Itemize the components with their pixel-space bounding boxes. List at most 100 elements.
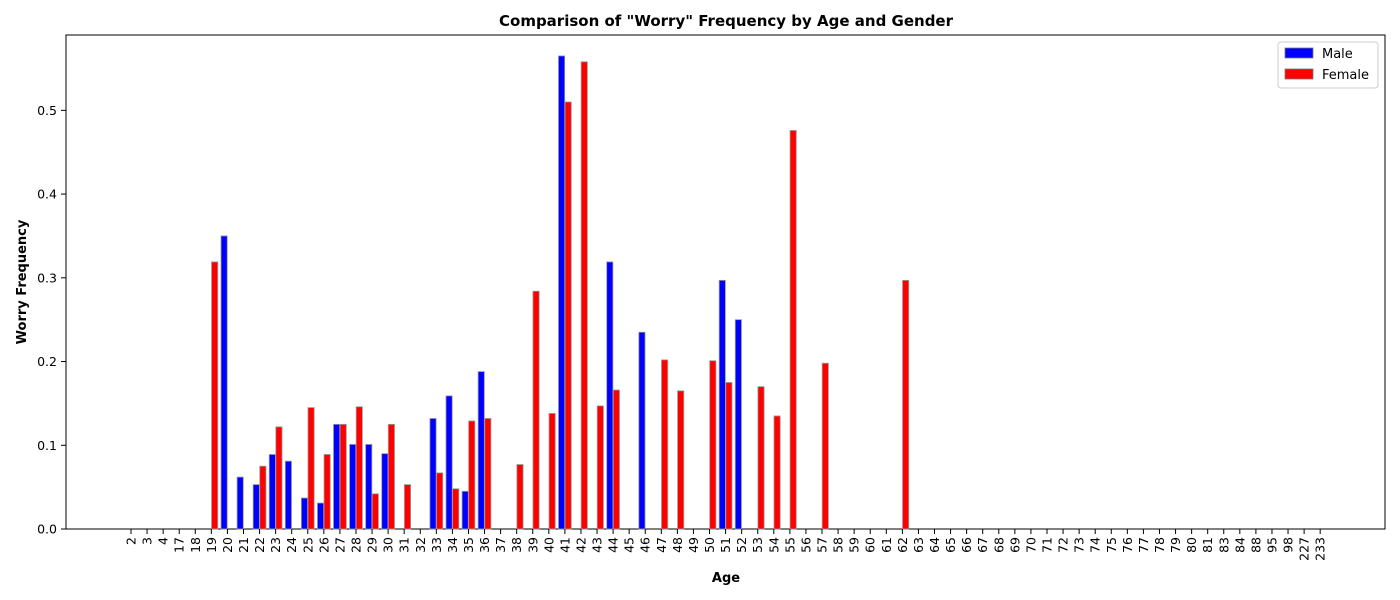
x-tick-label: 61 — [879, 537, 894, 553]
x-tick-label: 42 — [573, 537, 588, 553]
x-tick-label: 72 — [1056, 537, 1071, 553]
x-tick-label: 98 — [1281, 537, 1296, 553]
x-tick-label: 41 — [557, 537, 572, 553]
legend: Male Female — [1277, 41, 1379, 89]
x-tick-label: 35 — [461, 537, 476, 553]
x-tick-label: 26 — [316, 537, 331, 553]
x-tick-label: 64 — [927, 537, 942, 553]
bar-male-age-26 — [317, 502, 325, 530]
bar-female-age-36 — [484, 418, 492, 530]
bar-male-age-34 — [445, 395, 453, 530]
bar-female-age-42 — [580, 61, 588, 530]
x-tick-label: 51 — [718, 537, 733, 553]
bar-male-age-52 — [734, 319, 742, 530]
bar-male-age-25 — [300, 497, 308, 530]
x-tick-label: 21 — [236, 537, 251, 553]
x-tick-label: 80 — [1184, 537, 1199, 553]
bar-male-age-29 — [365, 444, 373, 530]
x-tick-label: 18 — [188, 537, 203, 553]
legend-swatch-female — [1284, 68, 1314, 80]
bar-female-age-50 — [709, 360, 717, 530]
x-tick-label: 65 — [943, 537, 958, 553]
bar-female-age-31 — [403, 484, 411, 530]
bar-male-age-35 — [461, 490, 469, 530]
y-tick-label: 0.0 — [37, 522, 57, 537]
x-tick-label: 59 — [847, 537, 862, 553]
bar-male-age-24 — [284, 460, 292, 530]
bar-male-age-27 — [333, 423, 341, 530]
bar-female-age-54 — [773, 415, 781, 530]
bar-female-age-22 — [259, 465, 267, 530]
x-tick-label: 46 — [638, 537, 653, 553]
x-tick-label: 67 — [975, 537, 990, 553]
bar-female-age-55 — [789, 130, 797, 530]
x-tick-label: 88 — [1248, 537, 1263, 553]
x-tick-label: 63 — [911, 537, 926, 553]
bar-male-age-22 — [252, 484, 260, 530]
bar-female-age-34 — [452, 488, 460, 530]
x-tick-label: 19 — [204, 537, 219, 553]
bar-female-age-38 — [516, 464, 524, 530]
bar-male-age-20 — [220, 235, 228, 530]
x-tick-label: 30 — [381, 537, 396, 553]
x-axis-label: Age — [712, 571, 740, 586]
bar-male-age-46 — [638, 331, 646, 530]
x-tick-label: 71 — [1039, 537, 1054, 553]
bar-female-age-53 — [757, 386, 765, 530]
bar-female-age-35 — [468, 420, 476, 530]
x-tick-label: 50 — [702, 537, 717, 553]
x-tick-label: 17 — [172, 537, 187, 553]
x-tick-label: 76 — [1120, 537, 1135, 553]
x-tick-label: 49 — [686, 537, 701, 553]
x-tick-label: 62 — [895, 537, 910, 553]
y-tick-label: 0.4 — [37, 187, 57, 202]
x-tick-label: 40 — [541, 537, 556, 553]
x-tick-label: 38 — [509, 537, 524, 553]
x-tick-label: 95 — [1264, 537, 1279, 553]
x-tick-label: 70 — [1023, 537, 1038, 553]
x-tick-label: 83 — [1216, 537, 1231, 553]
bar-female-age-33 — [436, 472, 444, 530]
bar-female-age-19 — [211, 261, 219, 530]
x-tick-label: 48 — [670, 537, 685, 553]
x-tick-label: 23 — [268, 537, 283, 553]
x-tick-label: 24 — [284, 537, 299, 553]
bar-female-age-43 — [596, 405, 604, 530]
bar-male-age-33 — [429, 418, 437, 530]
bar-female-age-47 — [661, 359, 669, 530]
x-tick-label: 66 — [959, 537, 974, 553]
bar-female-age-39 — [532, 290, 540, 530]
bar-male-age-28 — [349, 444, 357, 530]
legend-label-female: Female — [1322, 68, 1369, 83]
bar-female-age-48 — [677, 390, 685, 530]
x-tick-label: 56 — [798, 537, 813, 553]
x-tick-label: 43 — [590, 537, 605, 553]
x-tick-label: 47 — [654, 537, 669, 553]
y-axis: 0.0 0.1 0.2 0.3 0.4 0.5 — [37, 103, 66, 537]
bar-female-age-40 — [548, 413, 556, 530]
bar-male-age-36 — [477, 371, 485, 530]
y-axis-label: Worry Frequency — [15, 219, 30, 344]
legend-swatch-male — [1284, 47, 1314, 59]
x-tick-label: 69 — [1007, 537, 1022, 553]
y-tick-label: 0.5 — [37, 103, 57, 118]
x-tick-label: 4 — [156, 537, 171, 545]
x-tick-label: 68 — [991, 537, 1006, 553]
x-tick-label: 39 — [525, 537, 540, 553]
y-tick-label: 0.3 — [37, 270, 57, 285]
x-tick-label: 36 — [477, 537, 492, 553]
bar-female-age-25 — [307, 407, 315, 530]
x-tick-label: 75 — [1104, 537, 1119, 553]
bar-female-age-29 — [371, 493, 379, 530]
x-tick-label: 27 — [332, 537, 347, 553]
x-tick-label: 233 — [1313, 537, 1328, 561]
x-axis: 2 3 4 17 18 19 20 21 22 23 24 25 26 27 28 29 30 31 32 33 34 3… — [124, 529, 1328, 561]
bar-male-age-41 — [558, 55, 566, 530]
x-tick-label: 60 — [863, 537, 878, 553]
bar-female-age-23 — [275, 426, 283, 530]
bar-male-age-21 — [236, 476, 244, 530]
bar-female-age-62 — [902, 279, 910, 530]
x-tick-label: 29 — [365, 537, 380, 553]
x-tick-label: 37 — [493, 537, 508, 553]
